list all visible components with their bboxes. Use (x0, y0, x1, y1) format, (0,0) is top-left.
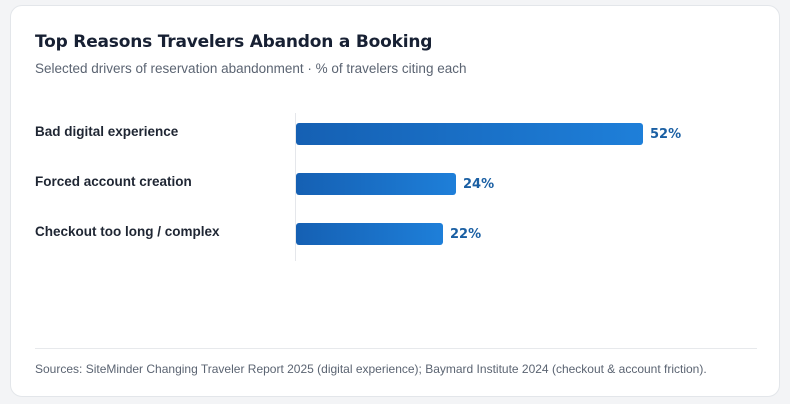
bar (296, 223, 443, 245)
value-label: 52% (650, 127, 682, 142)
sources-note: Sources: SiteMinder Changing Traveler Re… (35, 362, 707, 376)
category-label: Forced account creation (35, 174, 192, 189)
chart-subtitle: Selected drivers of reservation abandonm… (35, 61, 467, 76)
category-label: Checkout too long / complex (35, 224, 220, 239)
category-axis-line (295, 113, 296, 261)
bar (296, 173, 456, 195)
value-label: 22% (450, 227, 482, 242)
value-label: 24% (463, 177, 495, 192)
bar (296, 123, 643, 145)
category-label: Bad digital experience (35, 124, 179, 139)
footer-divider (35, 348, 757, 349)
chart-title: Top Reasons Travelers Abandon a Booking (35, 32, 433, 52)
chart-card: Top Reasons Travelers Abandon a Booking … (10, 5, 780, 397)
